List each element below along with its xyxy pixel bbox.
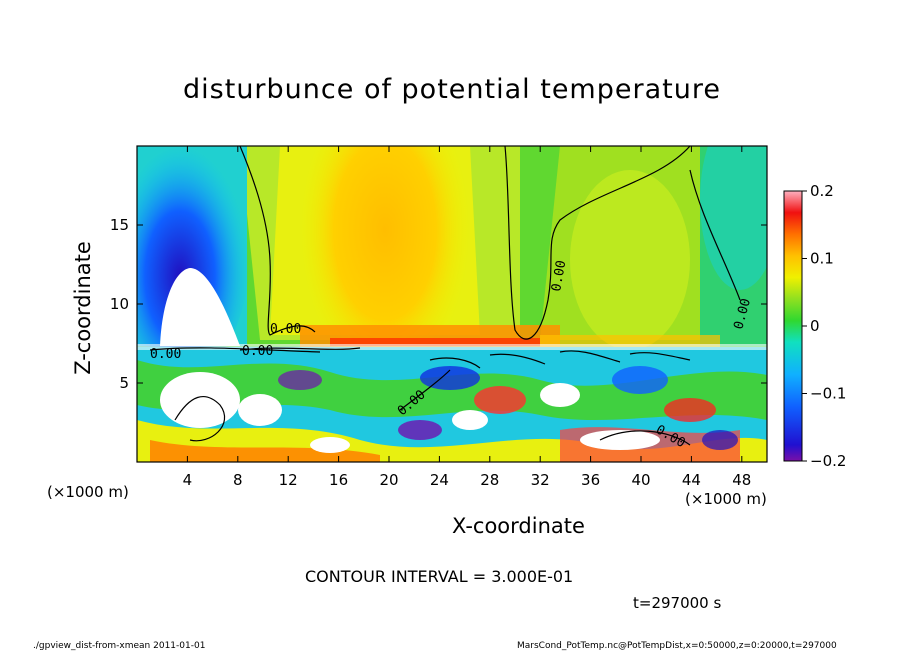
x-tick-label: 44: [682, 471, 701, 489]
colorbar: [783, 190, 803, 462]
chart-title: disturbunce of potential temperature: [183, 74, 721, 105]
x-tick-label: 24: [430, 471, 449, 489]
footer-right: MarsCond_PotTemp.nc@PotTempDist,x=0:5000…: [517, 641, 837, 651]
contour-label: 0.00: [549, 259, 569, 292]
colorbar-tick-label: 0.1: [810, 250, 834, 268]
y-tick-label: 10: [110, 295, 129, 313]
time-note: t=297000 s: [633, 594, 722, 612]
colorbar-axis: −0.2 −0.1 0 0.1 0.2: [802, 182, 846, 470]
contour-interval-note: CONTOUR INTERVAL = 3.000E-01: [305, 567, 574, 586]
x-tick-label: 8: [233, 471, 243, 489]
colorbar-tick-label: −0.1: [810, 385, 846, 403]
x-tick-label: 32: [531, 471, 550, 489]
x-axis: 4 8 12 16 20 24 28 32 36 40 44 48: [183, 146, 751, 489]
x-tick-label: 4: [183, 471, 193, 489]
x-tick-label: 20: [379, 471, 398, 489]
contour-label: 0.00: [150, 347, 181, 362]
y-tick-label: 15: [110, 216, 129, 234]
contour-label: 0.00: [242, 344, 273, 359]
x-unit-right: (×1000 m): [685, 490, 767, 508]
y-axis: 5 10 15: [110, 216, 767, 392]
x-tick-label: 28: [480, 471, 499, 489]
contour-label: 0.00: [270, 322, 301, 337]
x-tick-label: 36: [581, 471, 600, 489]
x-tick-label: 48: [732, 471, 751, 489]
y-tick-label: 5: [119, 374, 129, 392]
x-axis-label: X-coordinate: [452, 514, 585, 538]
colorbar-tick-label: 0.2: [810, 182, 834, 200]
x-unit-left: (×1000 m): [47, 483, 129, 501]
x-tick-label: 12: [279, 471, 298, 489]
colorbar-tick-label: 0: [810, 317, 820, 335]
footer-left: ./gpview_dist-from-xmean 2011-01-01: [33, 641, 206, 651]
heatmap-field: 0.00 0.00 0.00 0.00 0.00 0.00 0.00: [137, 146, 767, 462]
x-tick-label: 16: [329, 471, 348, 489]
colorbar-tick-label: −0.2: [810, 452, 846, 470]
x-tick-label: 40: [631, 471, 650, 489]
